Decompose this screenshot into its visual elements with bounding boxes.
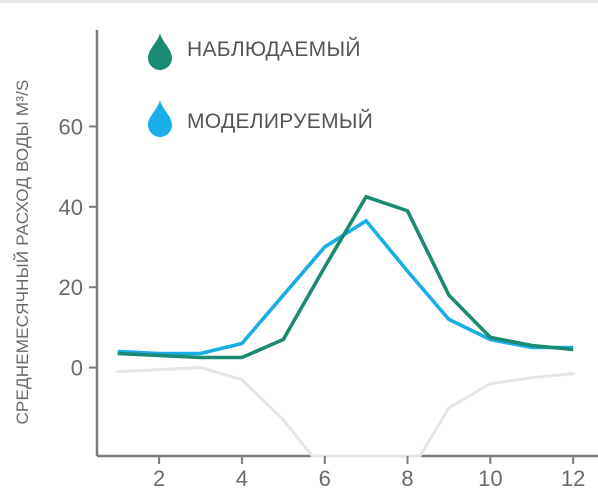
legend-item-modeled: МОДЕЛИРУЕМЫЙ [148, 100, 373, 137]
tick-layer: 0 20 40 60 2 4 6 8 10 12 [59, 114, 586, 491]
y-axis-label: СРЕДНЕМЕСЯЧНЫЙ РАСХОД ВОДЫ М³/S [13, 79, 32, 424]
x-tick-label: 8 [401, 466, 413, 491]
x-tick-label: 6 [319, 466, 331, 491]
y-tick-label: 60 [59, 114, 83, 139]
y-tick-label: 40 [59, 195, 83, 220]
legend-label-observed: НАБЛЮДАЕМЫЙ [187, 37, 361, 61]
legend-item-observed: НАБЛЮДАЕМЫЙ [148, 33, 361, 70]
x-tick-label: 10 [478, 466, 502, 491]
reflection-line [116, 366, 575, 458]
y-tick-label: 20 [59, 275, 83, 300]
reflection-layer [116, 366, 575, 458]
series-line-modeled [117, 218, 574, 356]
legend: НАБЛЮДАЕМЫЙ МОДЕЛИРУЕМЫЙ [148, 33, 373, 137]
legend-label-modeled: МОДЕЛИРУЕМЫЙ [187, 109, 373, 133]
water-drop-icon [148, 100, 172, 137]
series-layer [117, 194, 574, 360]
x-tick-label: 12 [561, 466, 585, 491]
water-drop-icon [148, 33, 172, 70]
x-tick-label: 4 [236, 466, 248, 491]
series-line-observed [117, 194, 574, 360]
x-tick-label: 2 [153, 466, 165, 491]
y-tick-label: 0 [71, 356, 83, 381]
top-divider [0, 0, 598, 3]
